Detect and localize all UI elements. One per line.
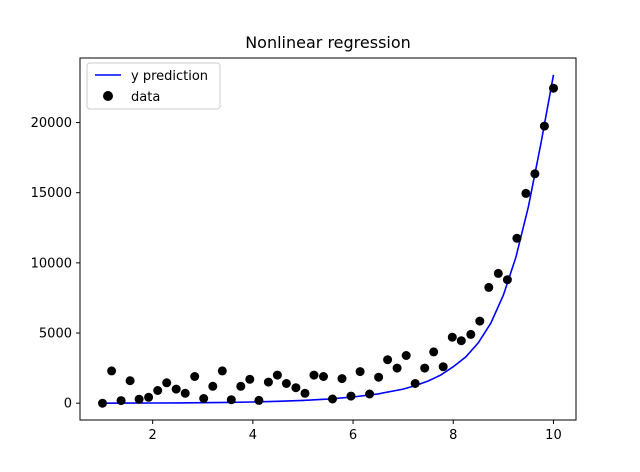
data-point: [291, 383, 301, 393]
data-point: [392, 363, 402, 373]
data-point: [484, 282, 494, 292]
legend: y prediction data: [86, 62, 221, 110]
data-point: [447, 332, 457, 342]
legend-label-prediction: y prediction: [131, 69, 208, 84]
data-point: [116, 396, 126, 406]
x-tick-label: 8: [449, 428, 457, 443]
data-point: [530, 169, 540, 179]
data-point: [328, 394, 337, 404]
data-point: [153, 386, 163, 395]
y-tick-label: 15000: [31, 186, 72, 201]
legend-marker-swatch: [103, 91, 113, 101]
data-point: [300, 388, 310, 398]
data-point: [272, 370, 282, 380]
data-point: [401, 351, 411, 360]
data-point: [125, 376, 135, 386]
data-point: [383, 355, 393, 365]
axes-frame: [79, 57, 577, 421]
data-point: [180, 388, 190, 398]
data-point: [365, 389, 375, 399]
data-point: [107, 366, 117, 376]
data-point: [254, 395, 264, 405]
data-point: [199, 394, 209, 403]
data-point: [539, 121, 549, 131]
data-point: [438, 362, 448, 372]
y-tick-label: 5000: [39, 327, 72, 342]
chart-title: Nonlinear regression: [245, 33, 411, 52]
data-point: [466, 329, 476, 339]
data-point: [521, 188, 531, 198]
legend-label-data: data: [131, 90, 160, 105]
data-point: [512, 233, 522, 243]
y-tick-label: 0: [64, 397, 72, 412]
x-tick-label: 2: [149, 428, 157, 443]
data-point: [456, 336, 466, 346]
data-point: [217, 366, 227, 376]
data-point: [355, 367, 365, 377]
data-point: [162, 378, 172, 388]
data-point: [309, 370, 319, 380]
data-point: [374, 372, 384, 382]
data-point: [98, 398, 107, 408]
y-tick-label: 20000: [31, 116, 72, 131]
data-point: [549, 83, 558, 93]
x-tick-label: 4: [249, 428, 257, 443]
x-axis: 2 4 6 8 10: [149, 420, 562, 443]
data-point: [226, 395, 236, 405]
x-tick-label: 10: [545, 428, 562, 443]
data-point: [346, 391, 356, 401]
data-point: [319, 372, 328, 381]
data-point: [420, 363, 430, 373]
data-point: [144, 392, 154, 402]
data-point: [429, 347, 439, 357]
data-point: [502, 275, 512, 285]
data-point: [236, 381, 246, 391]
data-point: [134, 394, 144, 404]
data-point: [171, 384, 181, 394]
data-point: [493, 268, 503, 278]
x-tick-label: 6: [349, 428, 357, 443]
data-point: [337, 374, 347, 384]
data-point: [281, 379, 291, 388]
data-point: [208, 381, 218, 391]
data-point: [245, 374, 255, 384]
plot-area: [98, 74, 558, 408]
data-point: [190, 372, 200, 381]
y-axis: 0 5000 10000 15000 20000: [31, 116, 80, 412]
data-point: [263, 377, 273, 387]
y-tick-label: 10000: [31, 256, 72, 271]
data-point: [410, 379, 420, 388]
data-point: [475, 316, 485, 326]
